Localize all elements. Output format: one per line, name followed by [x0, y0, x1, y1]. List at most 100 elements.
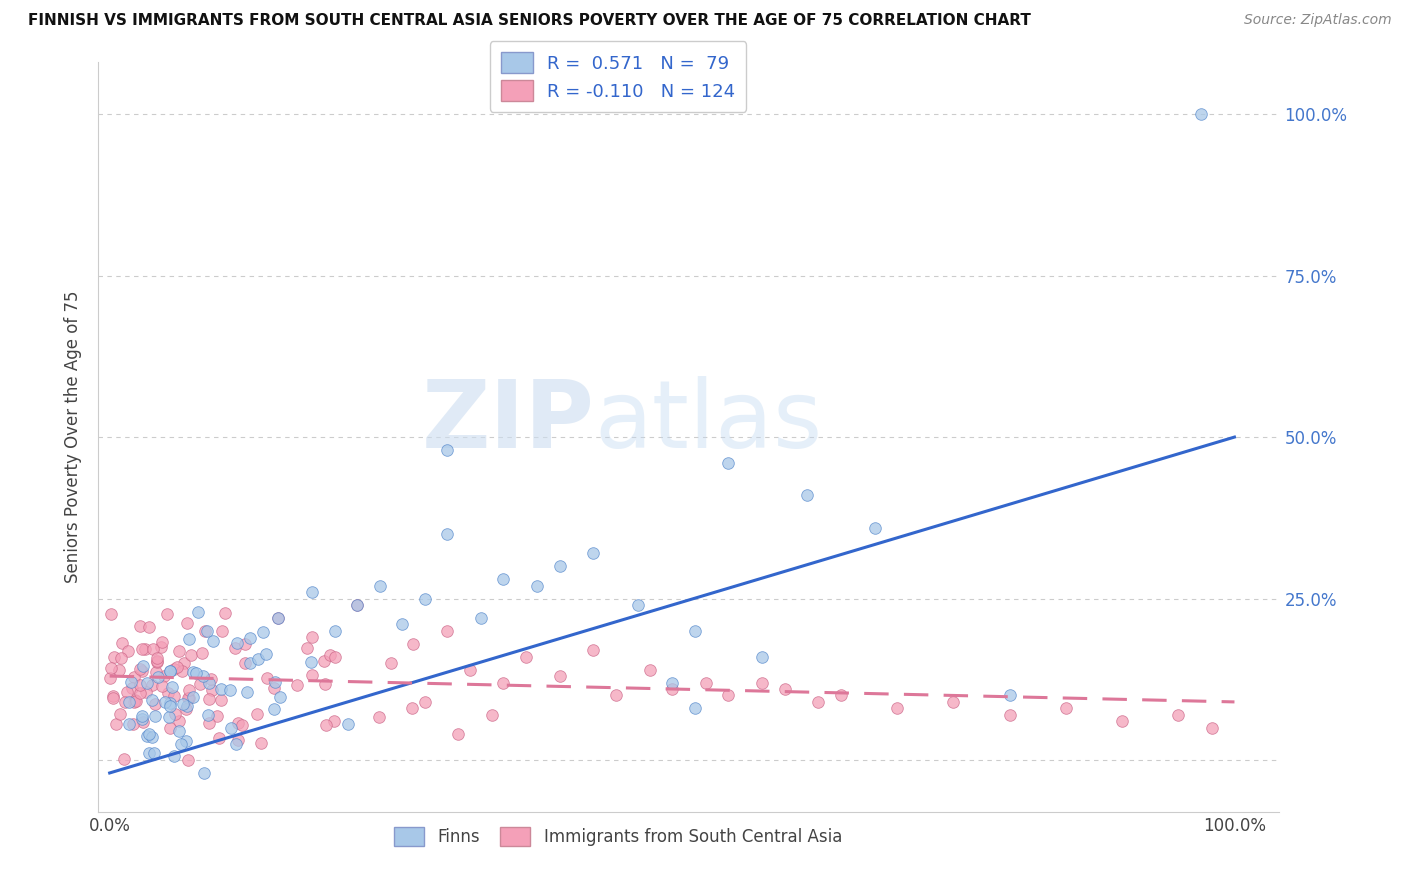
Text: ZIP: ZIP — [422, 376, 595, 468]
Point — [201, 633, 224, 648]
Point — [236, 684, 259, 698]
Point — [150, 634, 173, 648]
Point — [141, 692, 163, 706]
Point — [582, 546, 605, 560]
Point — [252, 625, 274, 640]
Point — [194, 624, 217, 638]
Point — [267, 611, 290, 625]
Point — [1201, 721, 1223, 735]
Point — [129, 678, 152, 692]
Point — [190, 646, 212, 660]
Point — [209, 681, 232, 696]
Point — [120, 674, 142, 689]
Point — [148, 670, 170, 684]
Point — [402, 637, 425, 651]
Point — [157, 686, 180, 700]
Point — [246, 652, 269, 666]
Point — [256, 671, 278, 685]
Point — [172, 697, 194, 711]
Point — [145, 650, 167, 665]
Point — [214, 606, 236, 620]
Point — [124, 693, 146, 707]
Point — [751, 675, 773, 690]
Point — [169, 714, 191, 729]
Point — [122, 695, 145, 709]
Point — [391, 617, 413, 632]
Point — [141, 730, 163, 744]
Point — [131, 712, 153, 726]
Point — [661, 675, 683, 690]
Point — [1167, 707, 1189, 722]
Point — [174, 702, 197, 716]
Point — [100, 661, 122, 675]
Point — [107, 663, 129, 677]
Point — [301, 585, 323, 599]
Point — [239, 631, 262, 645]
Point — [323, 624, 346, 638]
Point — [180, 648, 202, 662]
Point — [1111, 714, 1133, 729]
Point — [101, 689, 124, 703]
Point — [160, 680, 183, 694]
Point — [195, 624, 218, 639]
Point — [170, 665, 193, 679]
Point — [159, 696, 181, 710]
Point — [150, 679, 173, 693]
Point — [228, 733, 250, 747]
Point — [159, 722, 181, 736]
Point — [128, 619, 150, 633]
Point — [112, 752, 135, 766]
Point — [492, 572, 515, 586]
Point — [131, 709, 153, 723]
Point — [177, 632, 200, 646]
Point — [807, 695, 830, 709]
Point — [413, 695, 436, 709]
Point — [239, 656, 262, 670]
Point — [117, 685, 139, 699]
Point — [863, 520, 886, 534]
Point — [101, 690, 124, 705]
Point — [211, 624, 233, 638]
Point — [263, 674, 285, 689]
Point — [299, 655, 322, 669]
Point — [221, 721, 243, 735]
Point — [380, 656, 402, 670]
Point — [323, 714, 346, 729]
Point — [135, 676, 157, 690]
Point — [197, 708, 219, 723]
Point — [118, 717, 141, 731]
Point — [188, 677, 211, 691]
Point — [246, 707, 269, 722]
Point — [170, 737, 193, 751]
Point — [436, 527, 458, 541]
Point — [998, 689, 1021, 703]
Point — [138, 727, 160, 741]
Point — [269, 690, 291, 704]
Point — [717, 689, 740, 703]
Point — [167, 723, 190, 738]
Point — [318, 648, 340, 662]
Point — [121, 681, 143, 695]
Point — [143, 747, 166, 761]
Point — [118, 694, 141, 708]
Point — [131, 642, 153, 657]
Text: atlas: atlas — [595, 376, 823, 468]
Point — [751, 649, 773, 664]
Point — [159, 664, 181, 678]
Point — [295, 641, 318, 656]
Text: FINNISH VS IMMIGRANTS FROM SOUTH CENTRAL ASIA SENIORS POVERTY OVER THE AGE OF 75: FINNISH VS IMMIGRANTS FROM SOUTH CENTRAL… — [28, 13, 1031, 29]
Point — [193, 765, 215, 780]
Point — [198, 676, 221, 690]
Point — [132, 659, 155, 673]
Point — [436, 624, 458, 638]
Point — [156, 607, 179, 621]
Point — [177, 753, 200, 767]
Point — [114, 695, 136, 709]
Point — [436, 442, 458, 457]
Point — [155, 695, 177, 709]
Point — [582, 643, 605, 657]
Point — [346, 598, 368, 612]
Point — [162, 662, 184, 676]
Point — [177, 691, 200, 706]
Point — [301, 668, 323, 682]
